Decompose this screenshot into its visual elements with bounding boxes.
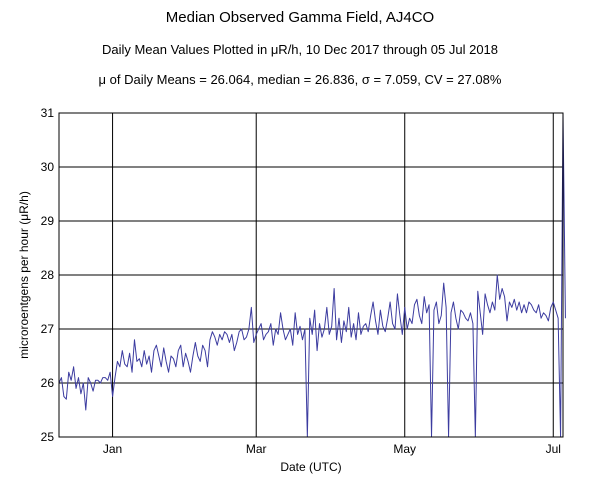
y-tick-label: 25	[41, 430, 55, 444]
chart-title: Median Observed Gamma Field, AJ4CO	[165, 9, 435, 26]
grid-lines	[59, 112, 563, 438]
y-tick-label: 27	[41, 322, 55, 336]
x-axis-label: Date (UTC)	[280, 460, 341, 474]
y-tick-label: 31	[41, 106, 55, 120]
x-tick-label: Mar	[246, 442, 267, 456]
x-axis-ticks: Jan Mar May Jul	[103, 442, 561, 456]
y-tick-label: 26	[41, 376, 55, 390]
series-line-1	[58, 112, 566, 438]
y-axis-ticks: 25 26 27 28 29 30 31	[41, 106, 55, 444]
y-tick-label: 30	[41, 160, 55, 174]
y-tick-label: 29	[41, 214, 55, 228]
plot-frame	[58, 112, 564, 438]
x-tick-label: Jul	[546, 442, 561, 456]
y-tick-label: 28	[41, 268, 55, 282]
chart-subtitle: Daily Mean Values Plotted in μR/h, 10 De…	[101, 42, 499, 57]
chart-stats: μ of Daily Means = 26.064, median = 26.8…	[98, 72, 502, 87]
series-group	[58, 112, 566, 438]
y-axis-label: microroentgens per hour (μR/h)	[17, 191, 31, 359]
x-tick-label: Jan	[103, 442, 122, 456]
x-tick-label: May	[393, 442, 416, 456]
